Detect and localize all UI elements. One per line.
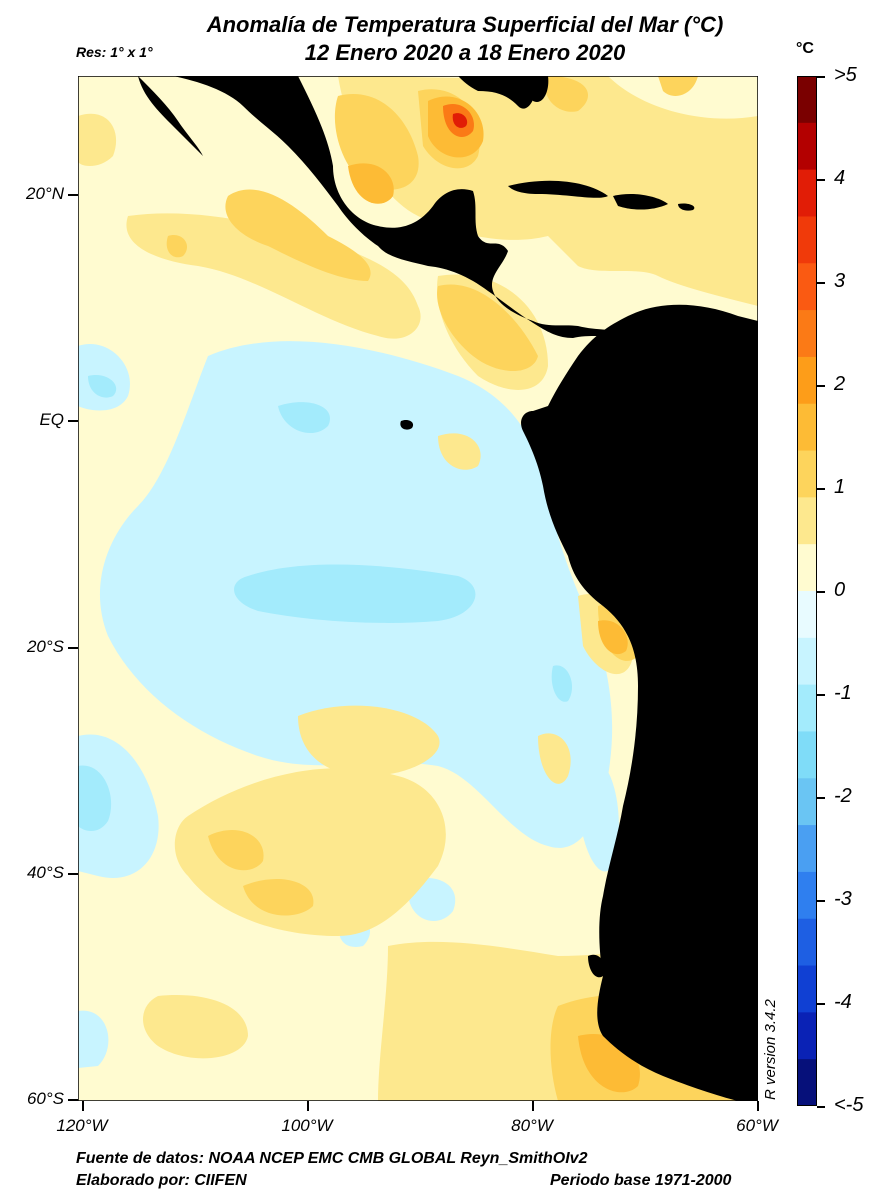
lon-label-120w: 120°W	[56, 1116, 108, 1135]
lon-tick	[532, 1101, 534, 1111]
lat-tick	[68, 1099, 78, 1101]
colorbar-label: -4	[834, 991, 852, 1013]
lat-label-eq: EQ	[39, 410, 64, 429]
colorbar-segment	[797, 731, 817, 779]
colorbar-segment	[797, 169, 817, 217]
lon-label-80w: 80°W	[511, 1116, 553, 1135]
strongest-warm-hotspot	[452, 113, 468, 128]
colorbar-segment	[797, 918, 817, 967]
lat-label-60s: 60°S	[26, 1089, 64, 1108]
lon-label-60w: 60°W	[736, 1116, 778, 1135]
map-title-line2: 12 Enero 2020 a 18 Enero 2020	[304, 40, 626, 65]
colorbar-segment	[797, 965, 817, 1013]
base-period-label: Periodo base 1971-2000	[550, 1172, 732, 1189]
colorbar-frame	[797, 76, 817, 1106]
colorbar-label: 4	[834, 167, 846, 189]
colorbar-tick	[817, 282, 825, 284]
colorbar-tick	[817, 591, 825, 593]
resolution-label: Res: 1° x 1°	[76, 44, 153, 60]
lat-tick	[68, 873, 78, 875]
colorbar-label: 2	[834, 373, 846, 395]
land-masses	[133, 76, 758, 1101]
colorbar-segment	[797, 310, 817, 358]
lat-label-20s: 20°S	[26, 637, 64, 656]
lon-tick	[82, 1101, 84, 1111]
colorbar	[797, 76, 817, 1106]
colorbar-segment	[797, 216, 817, 264]
colorbar-segment	[797, 684, 817, 732]
colorbar-tick	[817, 76, 825, 78]
colorbar-segment	[797, 591, 817, 639]
lon-tick	[307, 1101, 309, 1111]
colorbar-tick	[817, 900, 825, 902]
colorbar-tick	[817, 694, 825, 696]
colorbar-segment	[797, 637, 817, 686]
colorbar-segment	[797, 497, 817, 545]
lat-label-40s: 40°S	[26, 863, 64, 882]
r-version-label: R version 3.4.2	[762, 999, 779, 1100]
lat-tick	[68, 647, 78, 649]
colorbar-segment	[797, 403, 817, 452]
colorbar-tick	[817, 797, 825, 799]
lat-label-20n: 20°N	[26, 184, 64, 203]
colorbar-tick	[817, 1106, 825, 1108]
map-title-line1: Anomalía de Temperatura Superficial del …	[206, 12, 724, 37]
lon-label-100w: 100°W	[281, 1116, 333, 1135]
colorbar-tick	[817, 179, 825, 181]
colorbar-segment	[797, 263, 817, 311]
colorbar-label: -2	[834, 785, 852, 807]
lat-tick	[68, 194, 78, 196]
data-source-label: Fuente de datos: NOAA NCEP EMC CMB GLOBA…	[76, 1150, 588, 1167]
colorbar-segment	[797, 450, 817, 498]
colorbar-label: 1	[834, 476, 846, 498]
colorbar-segment	[797, 122, 817, 171]
colorbar-label: -3	[834, 888, 852, 910]
colorbar-tick	[817, 385, 825, 387]
colorbar-label: >5	[834, 64, 857, 86]
colorbar-segment	[797, 825, 817, 873]
colorbar-label: 3	[834, 270, 846, 292]
colorbar-label: -1	[834, 682, 852, 704]
colorbar-tick	[817, 1003, 825, 1005]
colorbar-segment	[797, 1059, 817, 1106]
colorbar-segment	[797, 778, 817, 826]
colorbar-label: 0	[834, 579, 846, 601]
cooler-anomaly-regions	[78, 375, 573, 831]
lat-tick	[68, 420, 78, 422]
lon-tick	[757, 1101, 759, 1111]
colorbar-segment	[797, 544, 817, 592]
colorbar-tick	[817, 488, 825, 490]
colorbar-unit-label: °C	[796, 40, 814, 57]
colorbar-segment	[797, 76, 817, 124]
colorbar-segment	[797, 1012, 817, 1060]
colorbar-label: <-5	[834, 1094, 864, 1116]
colorbar-segment	[797, 871, 817, 920]
colorbar-segment	[797, 356, 817, 405]
made-by-label: Elaborado por: CIIFEN	[76, 1172, 247, 1189]
sst-anomaly-map	[78, 76, 758, 1101]
